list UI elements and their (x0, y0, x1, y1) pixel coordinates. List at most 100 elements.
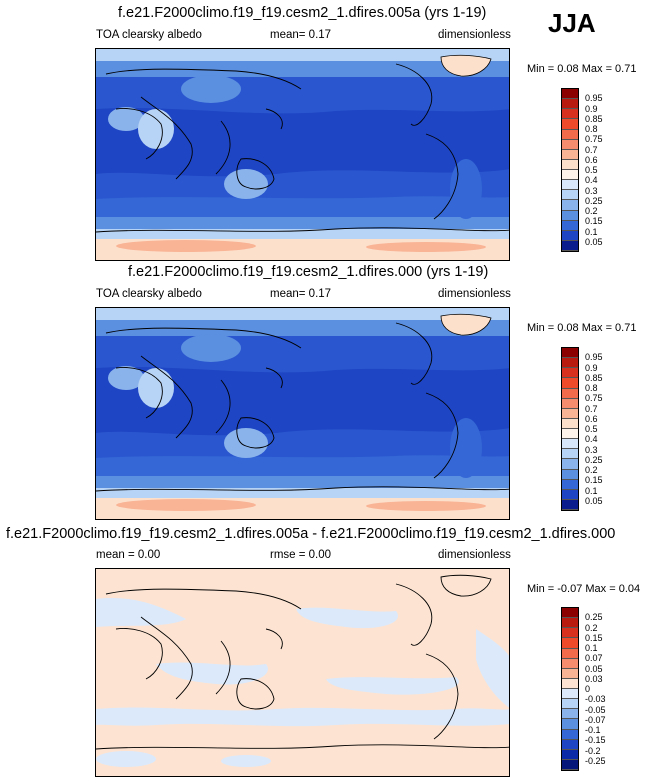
colorbar-cell (562, 210, 578, 221)
colorbar-cell (562, 449, 578, 460)
colorbar-cell (562, 489, 578, 500)
colorbar-tick-label: -0.25 (585, 755, 606, 766)
colorbar-cell (562, 368, 578, 379)
colorbar-cell (562, 388, 578, 399)
colorbar-tick-label: 0.05 (585, 663, 603, 674)
colorbar-tick-label: 0.3 (585, 185, 598, 196)
colorbar-cell (562, 220, 578, 231)
panel-3-colorbar-cells (562, 608, 578, 770)
colorbar-tick-label: 0.6 (585, 413, 598, 424)
colorbar-tick-label: -0.1 (585, 725, 601, 735)
colorbar-cell (562, 638, 578, 649)
panel-1-variable-label: TOA clearsky albedo (96, 29, 202, 41)
panel-3-units-label: dimensionless (438, 549, 511, 561)
colorbar-cell (562, 429, 578, 440)
panel-1-colorbar (561, 88, 579, 252)
colorbar-tick-label: 0 (585, 684, 591, 694)
colorbar-cell (562, 699, 578, 710)
colorbar-cell (562, 408, 578, 419)
colorbar-tick-label: 0.75 (585, 393, 603, 404)
panel-1-minmax: Min = 0.08 Max = 0.71 (527, 63, 637, 75)
panel-3-mean-label: mean = 0.00 (96, 549, 161, 561)
colorbar-cell (562, 89, 578, 100)
colorbar-cell (562, 668, 578, 679)
panel-3-title: f.e21.F2000climo.f19_f19.cesm2_1.dfires.… (6, 526, 616, 542)
colorbar-cell (562, 348, 578, 359)
panel-2-title: f.e21.F2000climo.f19_f19.cesm2_1.dfires.… (128, 264, 489, 280)
colorbar-cell (562, 719, 578, 730)
colorbar-tick-label: 0.15 (585, 216, 603, 227)
colorbar-tick-label: 0.5 (585, 424, 598, 434)
colorbar-cell (562, 618, 578, 629)
colorbar-cell (562, 139, 578, 150)
colorbar-cell (562, 398, 578, 409)
panel-1-title: f.e21.F2000climo.f19_f19.cesm2_1.dfires.… (118, 5, 487, 21)
colorbar-cell (562, 678, 578, 689)
colorbar-tick-label: 0.7 (585, 403, 598, 414)
colorbar-tick-label: 0.1 (585, 643, 598, 653)
colorbar-cell (562, 358, 578, 369)
colorbar-tick-label: -0.03 (585, 694, 606, 705)
colorbar-tick-label: 0.05 (585, 495, 603, 506)
colorbar-cell (562, 759, 578, 770)
panel-1-units-label: dimensionless (438, 29, 511, 41)
colorbar-cell (562, 149, 578, 160)
colorbar-cell (562, 99, 578, 110)
panel-3-rmse-label: rmse = 0.00 (270, 549, 332, 561)
colorbar-cell (562, 739, 578, 750)
colorbar-tick-label: 0.2 (585, 206, 598, 216)
colorbar-tick-label: 0.5 (585, 165, 598, 175)
colorbar-tick-label: 0.15 (585, 475, 603, 486)
colorbar-cell (562, 658, 578, 669)
colorbar-tick-label: 0.85 (585, 113, 603, 124)
colorbar-tick-label: 0.1 (585, 485, 598, 496)
colorbar-tick-label: 0.05 (585, 236, 603, 247)
colorbar-cell (562, 469, 578, 480)
colorbar-cell (562, 749, 578, 760)
colorbar-tick-label: 0.4 (585, 175, 598, 186)
colorbar-cell (562, 648, 578, 659)
colorbar-tick-label: 0.25 (585, 195, 603, 206)
colorbar-tick-label: 0.95 (585, 352, 603, 363)
colorbar-cell (562, 709, 578, 720)
colorbar-cell (562, 119, 578, 130)
colorbar-tick-label: -0.2 (585, 745, 601, 756)
colorbar-cell (562, 170, 578, 181)
panel-2-minmax: Min = 0.08 Max = 0.71 (527, 322, 637, 334)
colorbar-tick-label: -0.15 (585, 735, 606, 746)
colorbar-tick-label: 0.75 (585, 134, 603, 145)
colorbar-tick-label: 0.9 (585, 362, 598, 373)
panel-2-units-label: dimensionless (438, 288, 511, 300)
panel-1-colorbar-cells (562, 89, 578, 251)
colorbar-tick-label: 0.1 (585, 226, 598, 237)
colorbar-cell (562, 378, 578, 389)
colorbar-tick-label: 0.03 (585, 673, 603, 684)
colorbar-cell (562, 479, 578, 490)
panel-3-map (95, 568, 510, 777)
panel-2-map-svg (96, 308, 509, 519)
colorbar-tick-label: 0.8 (585, 383, 598, 393)
colorbar-cell (562, 180, 578, 191)
colorbar-cell (562, 230, 578, 241)
colorbar-tick-label: 0.25 (585, 612, 603, 623)
colorbar-cell (562, 129, 578, 140)
colorbar-tick-label: 0.7 (585, 144, 598, 155)
colorbar-tick-label: 0.07 (585, 653, 603, 664)
colorbar-tick-label: 0.95 (585, 93, 603, 104)
colorbar-tick-label: 0.2 (585, 622, 598, 633)
colorbar-tick-label: 0.2 (585, 465, 598, 475)
colorbar-cell (562, 200, 578, 211)
colorbar-cell (562, 109, 578, 120)
panel-2-colorbar (561, 347, 579, 511)
colorbar-tick-label: 0.6 (585, 154, 598, 165)
panel-3-colorbar (561, 607, 579, 771)
colorbar-cell (562, 608, 578, 619)
colorbar-cell (562, 689, 578, 700)
panel-2-mean-label: mean= 0.17 (270, 288, 332, 300)
panel-1-map (95, 48, 510, 261)
panel-1-mean-label: mean= 0.17 (270, 29, 332, 41)
colorbar-cell (562, 499, 578, 510)
colorbar-tick-label: -0.05 (585, 704, 606, 715)
colorbar-cell (562, 418, 578, 429)
panel-3-minmax: Min = -0.07 Max = 0.04 (527, 583, 641, 595)
